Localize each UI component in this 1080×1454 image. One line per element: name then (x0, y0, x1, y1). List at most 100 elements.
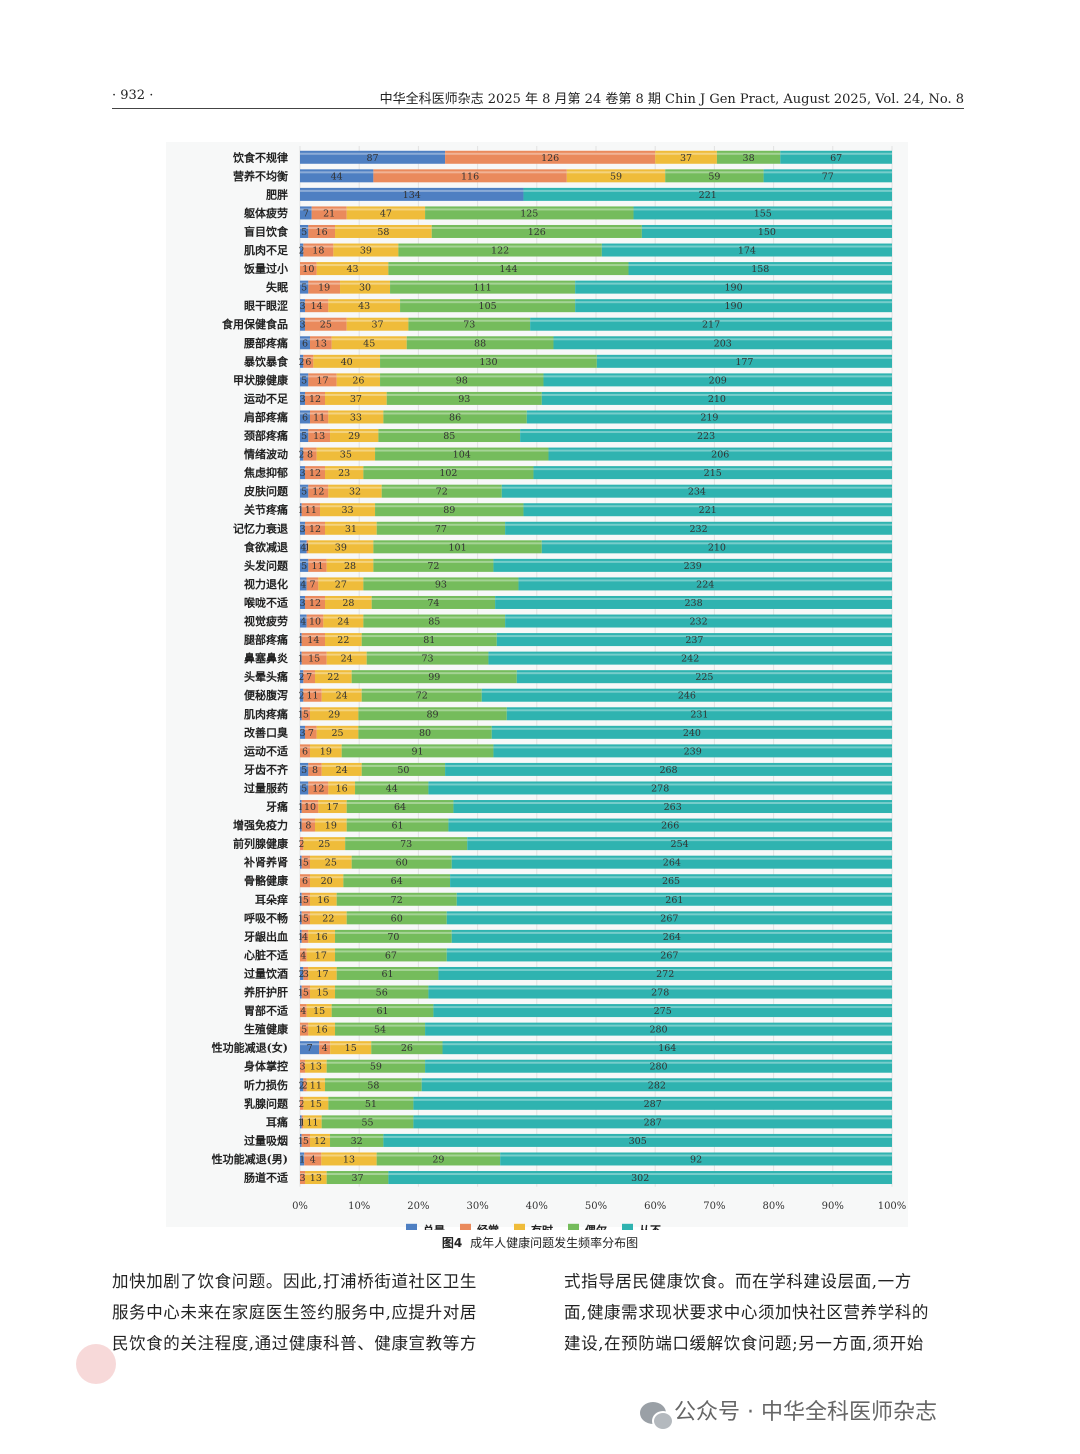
bar-highlight (300, 1024, 309, 1027)
bar-segment (305, 317, 347, 331)
category-label: 骨骼健康 (244, 874, 289, 888)
data-label: 4 (322, 1043, 328, 1054)
bar-segment (301, 707, 311, 721)
data-label: 126 (541, 153, 559, 164)
data-label: 58 (377, 227, 389, 238)
bar-highlight (300, 449, 304, 452)
bar-highlight (376, 1154, 501, 1157)
data-label: 203 (714, 338, 732, 349)
bar-segment (303, 1096, 329, 1110)
bar-segment (763, 169, 892, 183)
bar-segment (318, 577, 364, 591)
category-label: 食用保健食品 (222, 317, 288, 331)
bar-segment (321, 762, 362, 776)
data-label: 150 (758, 227, 776, 238)
bar-segment (300, 1133, 302, 1147)
bar-segment (516, 670, 892, 684)
bar-highlight (318, 579, 364, 582)
category-label: 情绪波动 (244, 447, 288, 461)
bar-highlight (301, 1135, 311, 1138)
bar-segment (543, 373, 892, 387)
x-tick-label: 50% (585, 1201, 607, 1212)
bar-highlight (375, 505, 524, 508)
category-label: 过量服药 (244, 781, 288, 795)
legend-label: 总是 (423, 1223, 446, 1230)
data-label: 12 (309, 394, 321, 405)
data-label: 17 (315, 950, 327, 961)
bar-segment (305, 1059, 327, 1073)
data-label: 5 (303, 1136, 309, 1147)
data-label: 237 (685, 635, 703, 646)
bar-segment (304, 1152, 322, 1166)
bar-segment (300, 1004, 307, 1018)
bar-highlight (316, 727, 359, 730)
data-label: 7 (307, 1043, 313, 1054)
data-label: 99 (428, 672, 440, 683)
bar-segment (363, 466, 534, 480)
bar-segment (340, 280, 391, 294)
bar-segment (381, 484, 502, 498)
bar-segment (451, 929, 892, 943)
data-label: 302 (631, 1173, 649, 1184)
bar-segment (506, 707, 892, 721)
data-label: 93 (435, 579, 447, 590)
bar-highlight (495, 597, 892, 600)
bar-segment (641, 224, 892, 238)
category-label: 便秘腹泻 (244, 688, 288, 702)
bar-highlight (306, 542, 309, 545)
bar-highlight (340, 282, 391, 285)
data-label: 59 (708, 171, 720, 182)
category-label: 焦虑抑郁 (243, 466, 288, 480)
bar-highlight (428, 987, 892, 990)
bar-highlight (308, 486, 329, 489)
bar-highlight (300, 894, 302, 897)
data-label: 8 (305, 821, 311, 832)
bar-highlight (306, 1080, 326, 1083)
bar-highlight (306, 950, 336, 953)
bar-highlight (493, 560, 892, 563)
bar-segment (321, 1115, 414, 1129)
bar-highlight (361, 764, 446, 767)
bar-segment (325, 521, 377, 535)
bar-highlight (303, 1080, 307, 1083)
bar-segment (318, 800, 347, 814)
data-label: 3 (303, 969, 309, 980)
bar-segment (301, 818, 316, 832)
bar-highlight (300, 189, 524, 192)
data-label: 43 (358, 301, 370, 312)
bar-highlight (345, 839, 468, 842)
bar-highlight (408, 319, 531, 322)
data-label: 56 (376, 988, 388, 999)
x-tick-label: 100% (878, 1201, 907, 1212)
data-label: 43 (346, 264, 358, 275)
bar-highlight (303, 690, 322, 693)
data-label: 17 (316, 969, 328, 980)
data-label: 4 (300, 542, 306, 553)
bar-highlight (300, 913, 302, 916)
category-label: 甲状腺健康 (233, 373, 289, 387)
bar-segment (300, 1041, 320, 1055)
bar-highlight (330, 1043, 372, 1046)
bar-segment (300, 558, 309, 572)
bar-highlight (523, 505, 892, 508)
bar-segment (335, 948, 447, 962)
bar-highlight (310, 709, 359, 712)
data-label: 7 (306, 672, 312, 683)
bar-segment (300, 150, 446, 164)
bar-highlight (300, 1117, 302, 1120)
bar-highlight (378, 431, 521, 434)
bar-segment (310, 892, 337, 906)
bar-highlight (300, 226, 309, 229)
category-label: 视力退化 (244, 577, 288, 591)
bar-segment (520, 429, 892, 443)
wechat-footer[interactable]: 公众号 · 中华全科医师杂志 (640, 1394, 937, 1431)
category-label: 腰部疼痛 (243, 336, 288, 350)
bar-highlight (448, 820, 892, 823)
bar-highlight (346, 913, 447, 916)
bar-segment (300, 966, 304, 980)
data-label: 1 (298, 858, 304, 869)
bar-highlight (388, 1173, 892, 1176)
bar-highlight (300, 468, 306, 471)
data-label: 89 (427, 709, 439, 720)
bar-highlight (301, 802, 319, 805)
